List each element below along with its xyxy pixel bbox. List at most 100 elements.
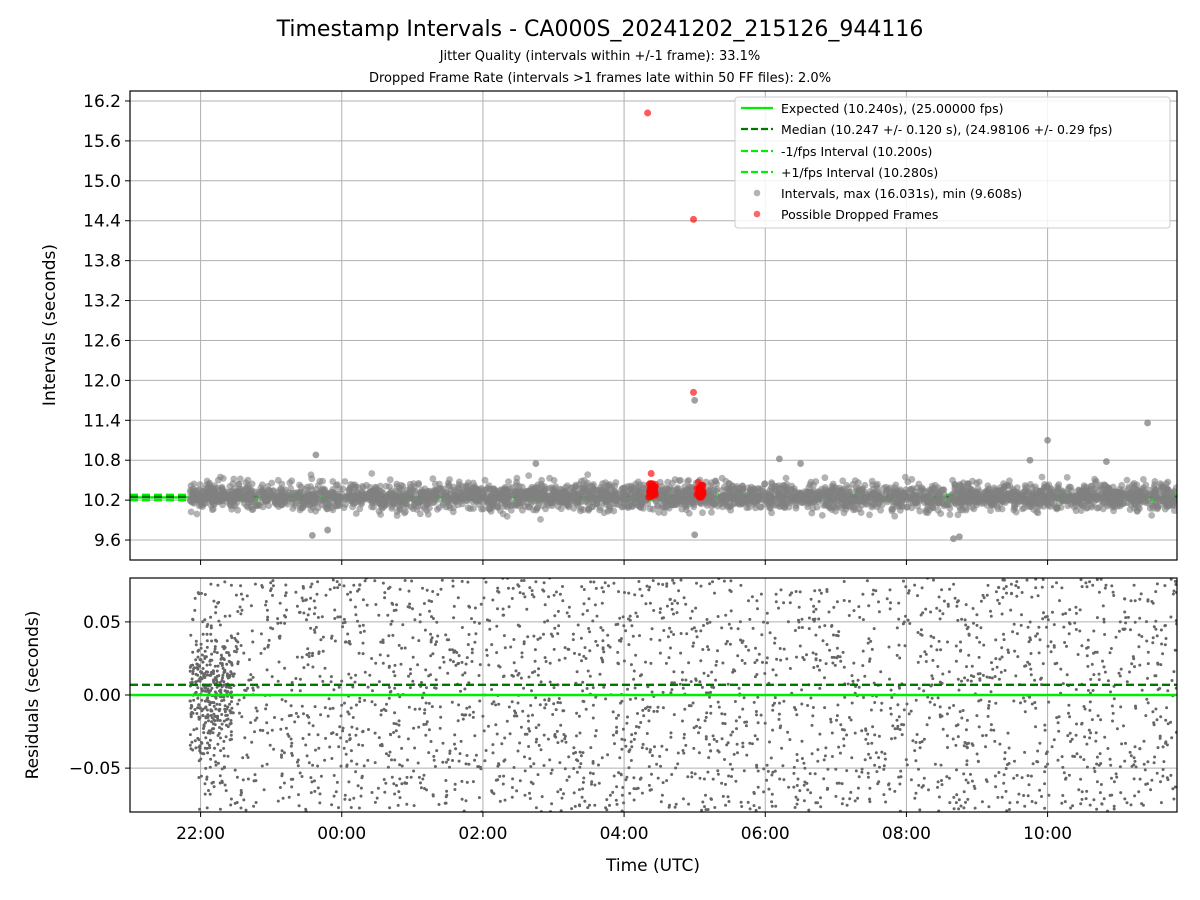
residual-point xyxy=(202,731,206,735)
interval-point xyxy=(1151,478,1159,485)
residual-point xyxy=(349,598,353,602)
interval-point xyxy=(553,495,560,502)
residual-point xyxy=(561,585,564,588)
residual-point xyxy=(312,628,316,632)
residual-point xyxy=(637,725,641,729)
residual-point xyxy=(539,748,543,752)
interval-point xyxy=(1171,507,1177,514)
residual-point xyxy=(1010,591,1014,595)
residual-point xyxy=(454,663,458,667)
residual-point xyxy=(1009,582,1013,586)
interval-point xyxy=(256,488,263,496)
residual-point xyxy=(740,659,744,662)
residual-point xyxy=(716,772,720,776)
residual-point xyxy=(249,673,253,677)
residual-point xyxy=(393,663,397,667)
residual-point xyxy=(867,637,871,641)
residual-point xyxy=(1079,777,1083,781)
residual-point xyxy=(464,662,468,666)
residual-point xyxy=(296,715,300,719)
residual-point xyxy=(352,796,356,800)
interval-point xyxy=(1008,490,1016,497)
residual-point xyxy=(632,798,636,802)
residual-point xyxy=(1123,759,1127,763)
residual-point xyxy=(748,741,752,745)
residual-point xyxy=(778,647,782,650)
residual-point xyxy=(994,638,998,642)
residual-point xyxy=(336,615,340,619)
figure-subtitle-jitter: Jitter Quality (intervals within +/-1 fr… xyxy=(439,49,761,64)
residual-point xyxy=(842,744,846,748)
interval-point xyxy=(266,487,273,495)
residual-point xyxy=(733,700,737,703)
dropped-frame-point xyxy=(646,483,654,491)
residual-point xyxy=(552,702,556,706)
residual-point xyxy=(535,737,539,741)
residual-point xyxy=(771,703,775,707)
residual-point xyxy=(770,804,774,808)
residual-point xyxy=(1041,617,1045,621)
residual-point xyxy=(734,779,738,783)
interval-point xyxy=(882,489,890,497)
residual-point xyxy=(601,647,605,651)
residual-point xyxy=(1171,787,1175,791)
residual-point xyxy=(394,608,398,612)
residual-point xyxy=(196,655,200,659)
residual-point xyxy=(579,754,583,758)
residual-point xyxy=(441,655,445,659)
residual-point xyxy=(739,638,742,642)
interval-outlier-point xyxy=(1103,458,1110,465)
residual-point xyxy=(945,712,949,716)
residual-point xyxy=(1090,718,1094,722)
residual-point xyxy=(665,748,669,752)
interval-point xyxy=(983,501,991,509)
residual-point xyxy=(448,658,452,662)
residual-point xyxy=(948,706,951,710)
residual-point xyxy=(243,736,247,740)
residual-point xyxy=(546,737,550,741)
residual-point xyxy=(463,687,467,691)
residual-point xyxy=(724,613,728,617)
interval-point xyxy=(914,502,921,510)
residual-point xyxy=(313,789,317,793)
interval-point xyxy=(911,494,919,501)
residual-point xyxy=(444,779,448,782)
residual-point xyxy=(895,626,899,630)
residual-point xyxy=(252,688,255,692)
residual-point xyxy=(649,748,652,752)
legend-entry-plus-fps: +1/fps Interval (10.280s) xyxy=(741,165,938,180)
residual-point xyxy=(1132,763,1136,767)
residual-point xyxy=(435,640,438,644)
residual-point xyxy=(647,783,651,787)
residual-point xyxy=(671,578,675,582)
residual-point xyxy=(723,712,727,716)
residual-point xyxy=(246,686,250,690)
residual-point xyxy=(923,650,927,654)
residual-point xyxy=(1042,611,1045,615)
residual-point xyxy=(333,639,337,643)
residual-point xyxy=(328,707,332,711)
residual-point xyxy=(501,607,505,611)
residual-point xyxy=(992,728,996,732)
residual-point xyxy=(1109,763,1113,767)
residual-point xyxy=(1156,661,1160,665)
residual-point xyxy=(810,752,814,756)
residual-point xyxy=(571,632,575,636)
residual-point xyxy=(1007,651,1010,654)
interval-point xyxy=(987,507,994,514)
residual-point xyxy=(1150,778,1154,782)
residual-point xyxy=(315,592,319,596)
residual-point xyxy=(809,597,813,601)
interval-point xyxy=(861,488,868,496)
residual-point xyxy=(1146,760,1150,764)
residual-point xyxy=(473,606,477,610)
residual-point xyxy=(253,718,257,722)
interval-point xyxy=(841,501,848,509)
residual-point xyxy=(698,726,702,730)
residual-point xyxy=(798,789,802,793)
residual-point xyxy=(633,686,637,690)
residual-point xyxy=(317,746,321,750)
residual-point xyxy=(314,748,317,752)
residual-point xyxy=(353,680,357,684)
residual-point xyxy=(866,742,870,746)
